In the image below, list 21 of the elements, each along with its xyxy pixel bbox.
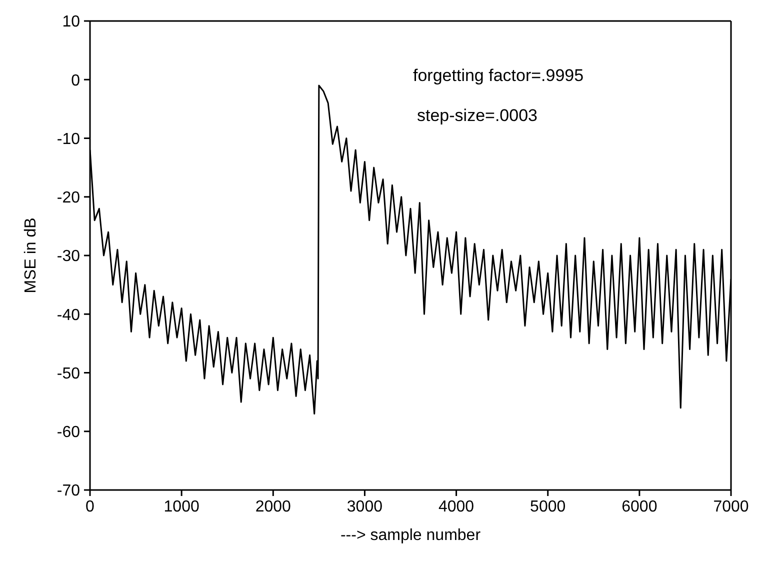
y-tick-label: 10 — [62, 14, 80, 31]
x-tick-label: 2000 — [255, 498, 292, 516]
x-tick-label: 4000 — [438, 498, 474, 516]
y-tick-label: -30 — [56, 248, 80, 266]
y-tick-label: 0 — [71, 72, 80, 90]
y-tick-label: -50 — [56, 365, 80, 382]
x-tick-label: 3000 — [346, 498, 383, 516]
y-tick-label: -10 — [56, 130, 80, 148]
annotation: step-size=.0003 — [417, 106, 538, 126]
y-tick-label: -20 — [56, 190, 80, 207]
x-axis-title: ---> sample number — [340, 527, 482, 544]
x-tick-label: 7000 — [713, 498, 749, 516]
y-tick-label: -40 — [56, 306, 80, 324]
y-tick-label: -60 — [56, 424, 80, 442]
x-tick-label: 5000 — [530, 498, 566, 516]
annotation: forgetting factor=.9995 — [413, 66, 584, 86]
x-tick-label: 1000 — [164, 498, 200, 516]
y-axis-title: MSE in dB — [22, 218, 40, 294]
x-tick-label: 0 — [86, 498, 95, 516]
x-tick-label: 6000 — [622, 498, 658, 516]
y-tick-label: -70 — [56, 482, 80, 500]
